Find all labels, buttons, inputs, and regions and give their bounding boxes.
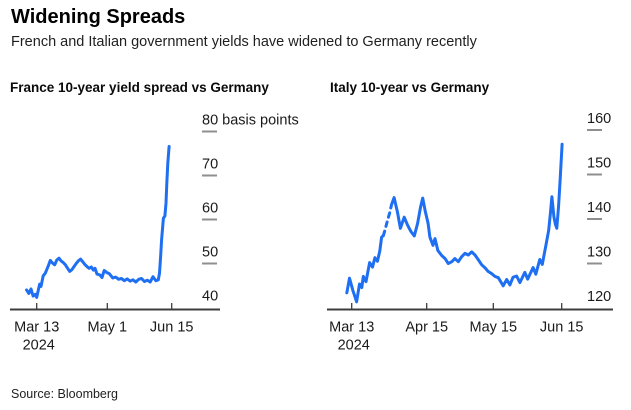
source-note: Source: Bloomberg	[11, 387, 119, 401]
x-tick-label: Mar 13	[329, 320, 374, 336]
series-line-dashed	[381, 203, 393, 237]
y-tick-label: 150	[587, 156, 611, 172]
y-tick-label: 60	[202, 201, 218, 217]
series-line	[390, 142, 564, 288]
series-line	[25, 145, 171, 299]
y-tick-label: 130	[587, 245, 611, 261]
y-tick-label: 40	[202, 289, 218, 305]
x-tick-label: Mar 13	[14, 320, 59, 336]
y-tick-label: 160	[587, 111, 611, 127]
y-tick-label: 120	[587, 289, 611, 305]
x-tick-year-label: 2024	[23, 338, 55, 354]
y-tick-label: 80 basis points	[202, 113, 299, 129]
y-tick-label: 50	[202, 245, 218, 261]
chart-title-italy: Italy 10-year vs Germany	[330, 80, 490, 95]
y-tick-label: 70	[202, 157, 218, 173]
x-tick-label: May 1	[88, 320, 128, 336]
chart-title-france: France 10-year yield spread vs Germany	[10, 80, 269, 95]
x-tick-label: Jun 15	[150, 320, 194, 336]
x-tick-label: Apr 15	[405, 320, 448, 336]
figure-title: Widening Spreads	[11, 6, 186, 28]
x-tick-label: May 15	[470, 320, 518, 336]
figure-subtitle: French and Italian government yields hav…	[11, 34, 477, 50]
x-tick-label: Jun 15	[540, 320, 584, 336]
series-line	[345, 234, 385, 304]
y-tick-label: 140	[587, 200, 611, 216]
x-tick-year-label: 2024	[338, 338, 370, 354]
